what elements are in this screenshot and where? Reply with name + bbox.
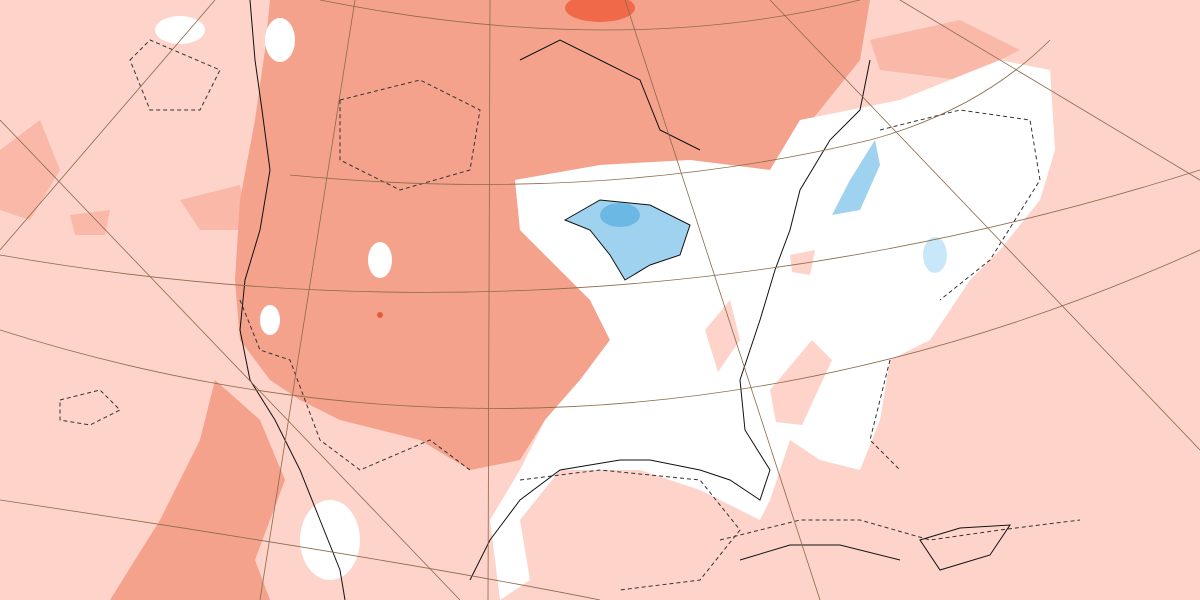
neutral-patch [155,16,392,580]
coastline [239,0,1011,600]
cold-anomaly [565,140,947,280]
neutral-region [490,60,1055,600]
hot-spot [565,0,635,22]
contour [59,39,1081,591]
strong-anomaly [110,380,285,600]
weak-anomaly-patch [705,250,832,425]
strong-anomaly [235,0,870,470]
hot-spot [377,312,383,318]
